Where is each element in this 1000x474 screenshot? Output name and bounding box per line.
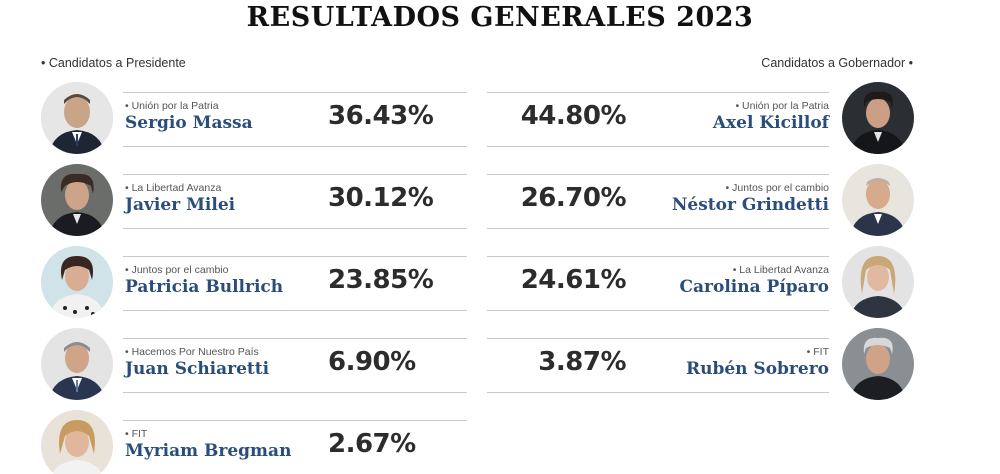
vote-percentage: 30.12% <box>328 183 434 213</box>
candidate-name: Néstor Grindetti <box>671 195 829 215</box>
divider <box>487 256 829 257</box>
party-label: • Juntos por el cambio <box>125 264 229 276</box>
divider <box>123 256 467 257</box>
avatar <box>842 82 914 154</box>
vote-percentage: 36.43% <box>328 101 434 131</box>
party-label: • Hacemos Por Nuestro País <box>125 346 259 358</box>
party-label: • La Libertad Avanza <box>732 264 829 276</box>
candidate-row: • FIT Myriam Bregman 2.67% <box>41 410 467 474</box>
vote-percentage: 24.61% <box>520 265 627 295</box>
divider <box>123 338 467 339</box>
candidate-name: Sergio Massa <box>125 113 253 133</box>
party-label: • Unión por la Patria <box>735 100 829 112</box>
candidate-name: Rubén Sobrero <box>685 359 829 379</box>
party-label: • FIT <box>806 346 829 358</box>
candidate-name: Juan Schiaretti <box>125 359 270 379</box>
avatar <box>41 410 113 474</box>
divider <box>123 420 467 421</box>
candidate-row: 3.87% • FIT Rubén Sobrero <box>487 328 914 410</box>
avatar <box>842 328 914 400</box>
vote-percentage: 26.70% <box>520 183 627 213</box>
avatar <box>842 246 914 318</box>
party-label: • Unión por la Patria <box>125 100 219 112</box>
vote-percentage: 44.80% <box>520 101 627 131</box>
divider <box>123 174 467 175</box>
president-section-label: • Candidatos a Presidente <box>41 56 186 70</box>
vote-percentage: 2.67% <box>328 429 416 459</box>
divider <box>123 392 467 393</box>
avatar <box>41 246 113 318</box>
divider <box>487 310 829 311</box>
divider <box>123 92 467 93</box>
candidate-row: 44.80% • Unión por la Patria Axel Kicill… <box>487 82 914 164</box>
divider <box>487 92 829 93</box>
avatar <box>41 82 113 154</box>
avatar <box>41 328 113 400</box>
candidate-row: 26.70% • Juntos por el cambio Néstor Gri… <box>487 164 914 246</box>
divider <box>487 146 829 147</box>
candidate-row: • Unión por la Patria Sergio Massa 36.43… <box>41 82 467 164</box>
vote-percentage: 23.85% <box>328 265 434 295</box>
party-label: • FIT <box>125 428 148 440</box>
candidate-row: • Juntos por el cambio Patricia Bullrich… <box>41 246 467 328</box>
candidate-name: Myriam Bregman <box>125 441 292 461</box>
avatar <box>842 164 914 236</box>
party-label: • Juntos por el cambio <box>725 182 829 194</box>
vote-percentage: 6.90% <box>328 347 416 377</box>
governor-section-label: Candidatos a Gobernador • <box>761 56 913 70</box>
divider <box>123 146 467 147</box>
divider <box>123 310 467 311</box>
candidate-name: Axel Kicillof <box>712 113 829 133</box>
divider <box>487 392 829 393</box>
candidate-row: • La Libertad Avanza Javier Milei 30.12% <box>41 164 467 246</box>
divider <box>123 228 467 229</box>
page-title: RESULTADOS GENERALES 2023 <box>246 2 754 33</box>
candidate-row: 24.61% • La Libertad Avanza Carolina Píp… <box>487 246 914 328</box>
candidate-name: Patricia Bullrich <box>125 277 284 297</box>
divider <box>487 228 829 229</box>
avatar <box>41 164 113 236</box>
candidate-name: Javier Milei <box>125 195 236 215</box>
divider <box>487 338 829 339</box>
candidate-name: Carolina Píparo <box>679 277 830 297</box>
vote-percentage: 3.87% <box>538 347 626 377</box>
candidate-row: • Hacemos Por Nuestro País Juan Schiaret… <box>41 328 467 410</box>
divider <box>487 174 829 175</box>
party-label: • La Libertad Avanza <box>125 182 222 194</box>
